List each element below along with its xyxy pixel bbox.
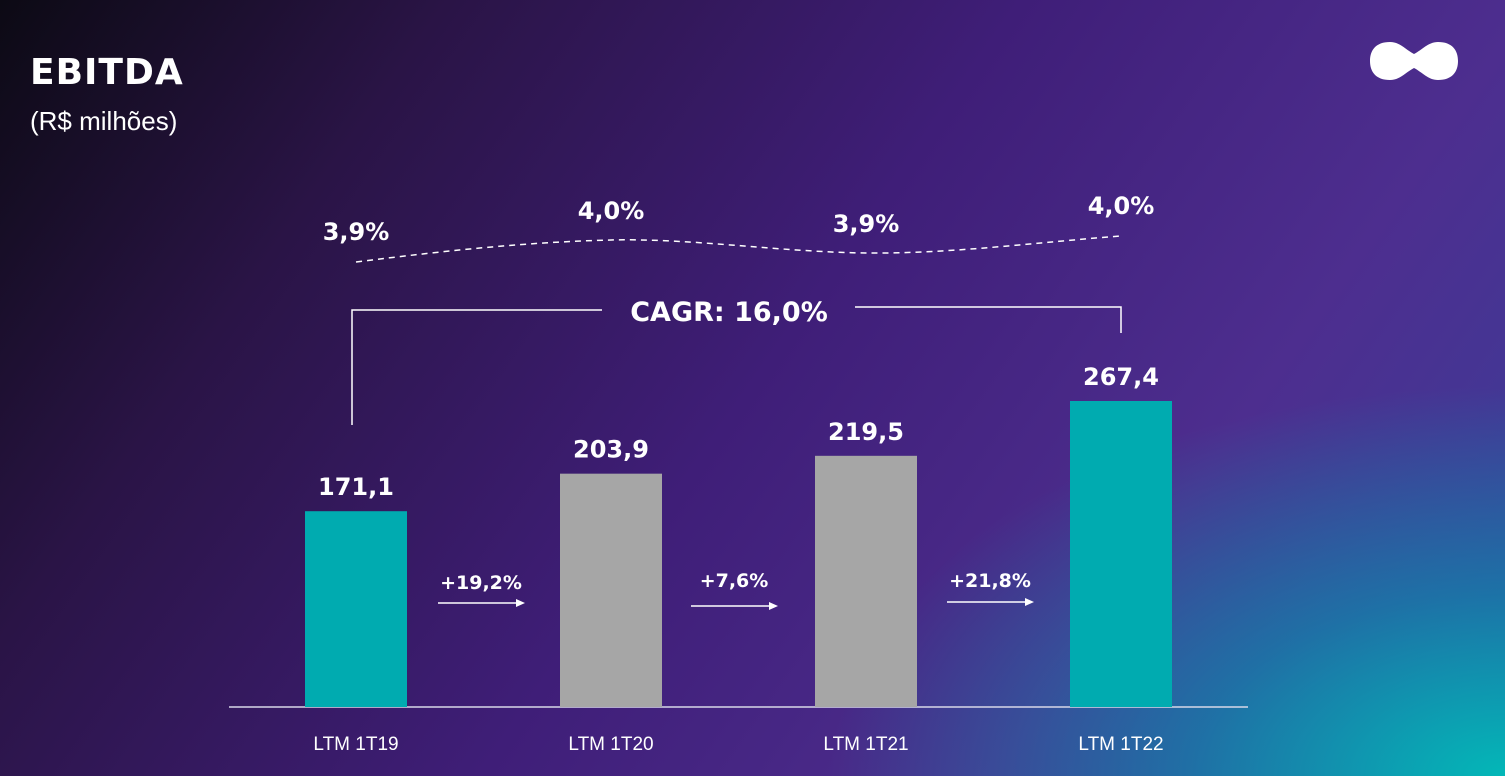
growth-label: +21,8% [949, 570, 1031, 592]
bar-1 [305, 511, 407, 707]
growth-label: +19,2% [440, 572, 522, 594]
cagr-label: CAGR: 16,0% [630, 297, 828, 328]
margin-label: 4,0% [578, 197, 645, 225]
growth-arrow-head [516, 599, 525, 607]
growth-arrow-head [769, 602, 778, 610]
cagr-bracket-right [855, 306, 1122, 333]
chart-title: EBITDA [30, 52, 184, 93]
bar-value-label: 219,5 [828, 418, 904, 446]
bar-2 [560, 473, 662, 707]
margin-label: 3,9% [833, 210, 900, 238]
growth-label: +7,6% [700, 570, 769, 592]
chart-subtitle: (R$ milhões) [30, 106, 178, 136]
bar-4 [1070, 401, 1172, 707]
margin-label: 4,0% [1088, 192, 1155, 220]
x-tick-label: LTM 1T20 [568, 734, 653, 755]
infinity-blob-icon [1370, 42, 1458, 80]
cagr-bracket-left [351, 309, 602, 425]
x-tick-label: LTM 1T22 [1078, 734, 1163, 755]
bar-value-label: 171,1 [318, 473, 394, 501]
bar-value-label: 267,4 [1083, 363, 1159, 391]
growth-arrow-head [1025, 598, 1034, 606]
margin-label: 3,9% [323, 218, 390, 246]
x-tick-label: LTM 1T21 [823, 734, 908, 755]
bar-3 [815, 455, 917, 707]
margin-trend-line [355, 235, 1122, 263]
x-tick-label: LTM 1T19 [313, 734, 398, 755]
bar-value-label: 203,9 [573, 436, 649, 464]
